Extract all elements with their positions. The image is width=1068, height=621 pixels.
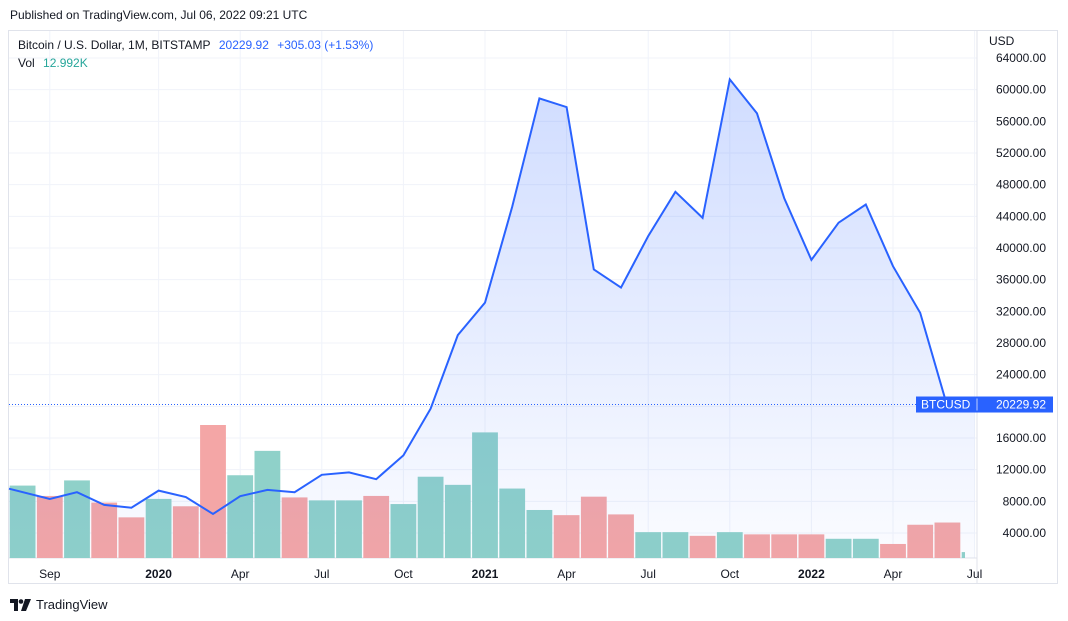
price-change: +305.03 (+1.53%) [277, 38, 374, 52]
last-price-tag-symbol: BTCUSD [921, 398, 971, 412]
y-tick-label: 52000.00 [996, 146, 1046, 160]
volume-label[interactable]: Vol [18, 56, 35, 70]
x-tick-label: Oct [720, 567, 739, 581]
y-tick-label: 40000.00 [996, 241, 1046, 255]
chart-frame[interactable] [8, 30, 1058, 584]
y-tick-label: 4000.00 [1003, 526, 1047, 540]
y-tick-label: 60000.00 [996, 83, 1046, 97]
time-axis[interactable]: Sep 2020 Apr Jul Oct 2021 Apr Jul Oct 2022 Apr Jul [39, 567, 982, 581]
y-tick-label: 36000.00 [996, 273, 1046, 287]
price-area-fill [9, 79, 975, 559]
last-price-tag-bg [916, 396, 1053, 413]
grid-lines [9, 31, 978, 584]
y-tick-label: 28000.00 [996, 336, 1046, 350]
x-tick-label: 2020 [145, 567, 172, 581]
x-tick-label: Apr [557, 567, 576, 581]
footer-brand[interactable]: TradingView [10, 597, 108, 612]
x-tick-label: Apr [231, 567, 250, 581]
last-price-tag: BTCUSD 20229.92 [916, 396, 1053, 413]
x-tick-label: Jul [641, 567, 656, 581]
y-tick-label: 32000.00 [996, 304, 1046, 318]
published-caption: Published on TradingView.com, Jul 06, 20… [10, 8, 308, 22]
footer-brand-name: TradingView [36, 597, 108, 612]
chart-legend: Bitcoin / U.S. Dollar, 1M, BITSTAMP 2022… [18, 36, 378, 72]
y-tick-label: 8000.00 [1003, 494, 1047, 508]
y-tick-label: 24000.00 [996, 368, 1046, 382]
x-tick-label: Sep [39, 567, 61, 581]
y-tick-label: 44000.00 [996, 209, 1046, 223]
price-line [8, 77, 975, 516]
last-price-value: 20229.92 [218, 38, 269, 52]
x-tick-label: Oct [394, 567, 413, 581]
symbol-description[interactable]: Bitcoin / U.S. Dollar, 1M, BITSTAMP [18, 38, 211, 52]
volume-value: 12.992K [43, 56, 88, 70]
y-tick-label: 12000.00 [996, 463, 1046, 477]
x-tick-label: 2022 [798, 567, 825, 581]
y-tick-label: 48000.00 [996, 178, 1046, 192]
y-tick-label: 56000.00 [996, 114, 1046, 128]
y-tick-label: 64000.00 [996, 51, 1046, 65]
last-price-tag-value: 20229.92 [996, 398, 1046, 412]
x-tick-label: Apr [884, 567, 903, 581]
tradingview-logo-icon [10, 598, 31, 611]
y-tick-label: 16000.00 [996, 431, 1046, 445]
x-tick-label: Jul [967, 567, 982, 581]
price-axis[interactable]: 4000.008000.0012000.0016000.0020000.0024… [996, 51, 1046, 540]
currency-label[interactable]: USD [989, 34, 1015, 48]
x-tick-label: 2021 [472, 567, 499, 581]
x-tick-label: Jul [314, 567, 329, 581]
